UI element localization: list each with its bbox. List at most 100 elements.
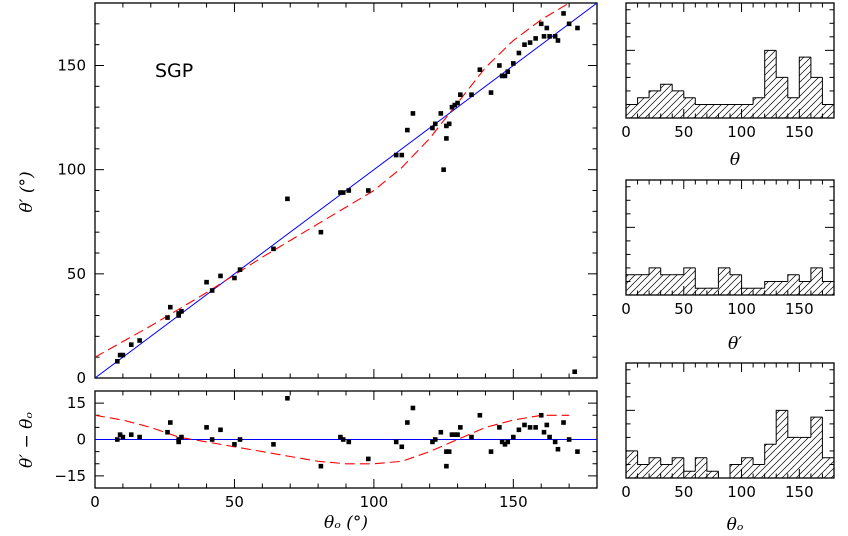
data-point [533, 36, 538, 41]
residual-x-tick-label: 0 [90, 493, 100, 511]
hist-theta-prime-bin [764, 281, 777, 289]
hist-theta-bin [775, 50, 788, 78]
main-y-tick-label: 150 [57, 57, 86, 75]
hist-theta-o-bin [671, 457, 684, 465]
data-point [449, 104, 455, 110]
hist-theta-x-axis-label: θ [730, 150, 740, 170]
data-point [366, 188, 371, 193]
data-point [117, 352, 123, 358]
residual-data-point [179, 434, 184, 440]
data-point [209, 288, 215, 293]
main-y-tick-label: 0 [76, 369, 86, 387]
model-curve [95, 3, 570, 358]
data-point [561, 11, 566, 16]
residual-y-tick-label: 0 [76, 431, 86, 449]
data-point [318, 229, 324, 235]
hist-theta-x-tick-label: 100 [727, 123, 756, 141]
residual-data-point [430, 439, 435, 445]
data-point [168, 304, 173, 310]
residual-data-point [547, 434, 552, 440]
data-point [547, 34, 552, 39]
main-y-axis-label: θ′ (°) [17, 171, 37, 212]
residual-data-point [444, 449, 449, 454]
hist-theta-o-bin [717, 471, 730, 479]
histogram-theta-o-panel: 0 50 100 150 [621, 362, 835, 501]
hist-theta-x-tick-label: 50 [674, 123, 693, 141]
hist-theta-o-bin [637, 450, 650, 465]
residual-data-point [120, 434, 126, 440]
hist-theta-bin [671, 84, 684, 92]
hist-theta-o-bin [787, 410, 800, 438]
data-point [572, 369, 577, 375]
data-point [271, 246, 276, 252]
hist-theta-o-bin [810, 416, 823, 438]
hist-theta-o-x-tick-label: 50 [674, 483, 693, 501]
hist-theta-o-hatch-fill [626, 410, 834, 478]
hist-theta-prime-x-tick-label: 0 [621, 300, 631, 318]
data-point [218, 273, 223, 279]
panel-label-sgp: SGP [155, 60, 193, 82]
residual-data-point [128, 432, 134, 437]
residual-data-point [346, 439, 352, 445]
residual-data-point [441, 498, 446, 503]
hist-theta-bin [660, 83, 673, 91]
data-point [444, 123, 449, 129]
residual-data-point [340, 437, 346, 442]
residual-data-point [117, 432, 123, 437]
data-point [165, 315, 170, 320]
residual-data-point [452, 432, 458, 437]
hist-theta-o-bin [694, 457, 707, 472]
residual-data-point [432, 437, 438, 442]
data-point [399, 152, 405, 158]
hist-theta-o-bin [775, 409, 788, 445]
hist-theta-o-bin [706, 457, 719, 472]
residual-data-point [176, 437, 181, 442]
residual-x-tick-label: 50 [225, 493, 244, 511]
histogram-theta-panel: 0 50 100 150 [621, 2, 835, 141]
residual-data-point [410, 405, 416, 411]
residual-data-point [444, 463, 449, 469]
data-point [566, 21, 572, 27]
hist-theta-prime-x-tick-label: 50 [674, 300, 693, 318]
main-x-axis-label: θₒ (°) [324, 513, 368, 533]
data-point [441, 167, 446, 172]
residual-data-point [209, 437, 215, 442]
hist-theta-prime-x-axis-label: θ′ [728, 334, 742, 354]
residual-data-point [516, 427, 522, 433]
residual-data-point [115, 437, 120, 442]
residual-data-point [204, 425, 209, 430]
data-point [446, 121, 452, 127]
residual-data-point [366, 456, 371, 462]
data-point [410, 111, 416, 116]
residual-data-point [502, 442, 508, 447]
residual-data-point [449, 432, 455, 437]
hist-theta-o-bin [821, 417, 834, 459]
hist-theta-prime-bin [717, 267, 730, 289]
data-point [516, 50, 522, 56]
data-point [393, 152, 399, 158]
hist-theta-x-tick-label: 150 [785, 123, 814, 141]
hist-theta-prime-bin [729, 267, 742, 276]
data-point [232, 275, 237, 281]
residual-data-point [499, 439, 505, 445]
residual-data-point [533, 425, 538, 430]
data-point [430, 125, 435, 131]
data-point [405, 127, 410, 133]
hist-theta-bin [764, 49, 777, 98]
residual-data-point [438, 429, 444, 435]
residual-data-point [137, 434, 142, 440]
hist-theta-o-bin [752, 457, 765, 465]
data-point [346, 188, 352, 193]
hist-theta-o-bin [683, 457, 696, 472]
data-point [338, 190, 343, 195]
residual-data-point [552, 439, 558, 445]
hist-theta-o-bin [660, 457, 673, 465]
main-plot-area [95, 3, 597, 378]
hist-theta-bin [810, 57, 823, 78]
residual-data-point [505, 439, 511, 445]
data-point [120, 352, 126, 358]
hist-theta-o-x-tick-label: 0 [621, 483, 631, 501]
residual-data-point [168, 420, 173, 425]
residual-data-point [538, 412, 544, 418]
